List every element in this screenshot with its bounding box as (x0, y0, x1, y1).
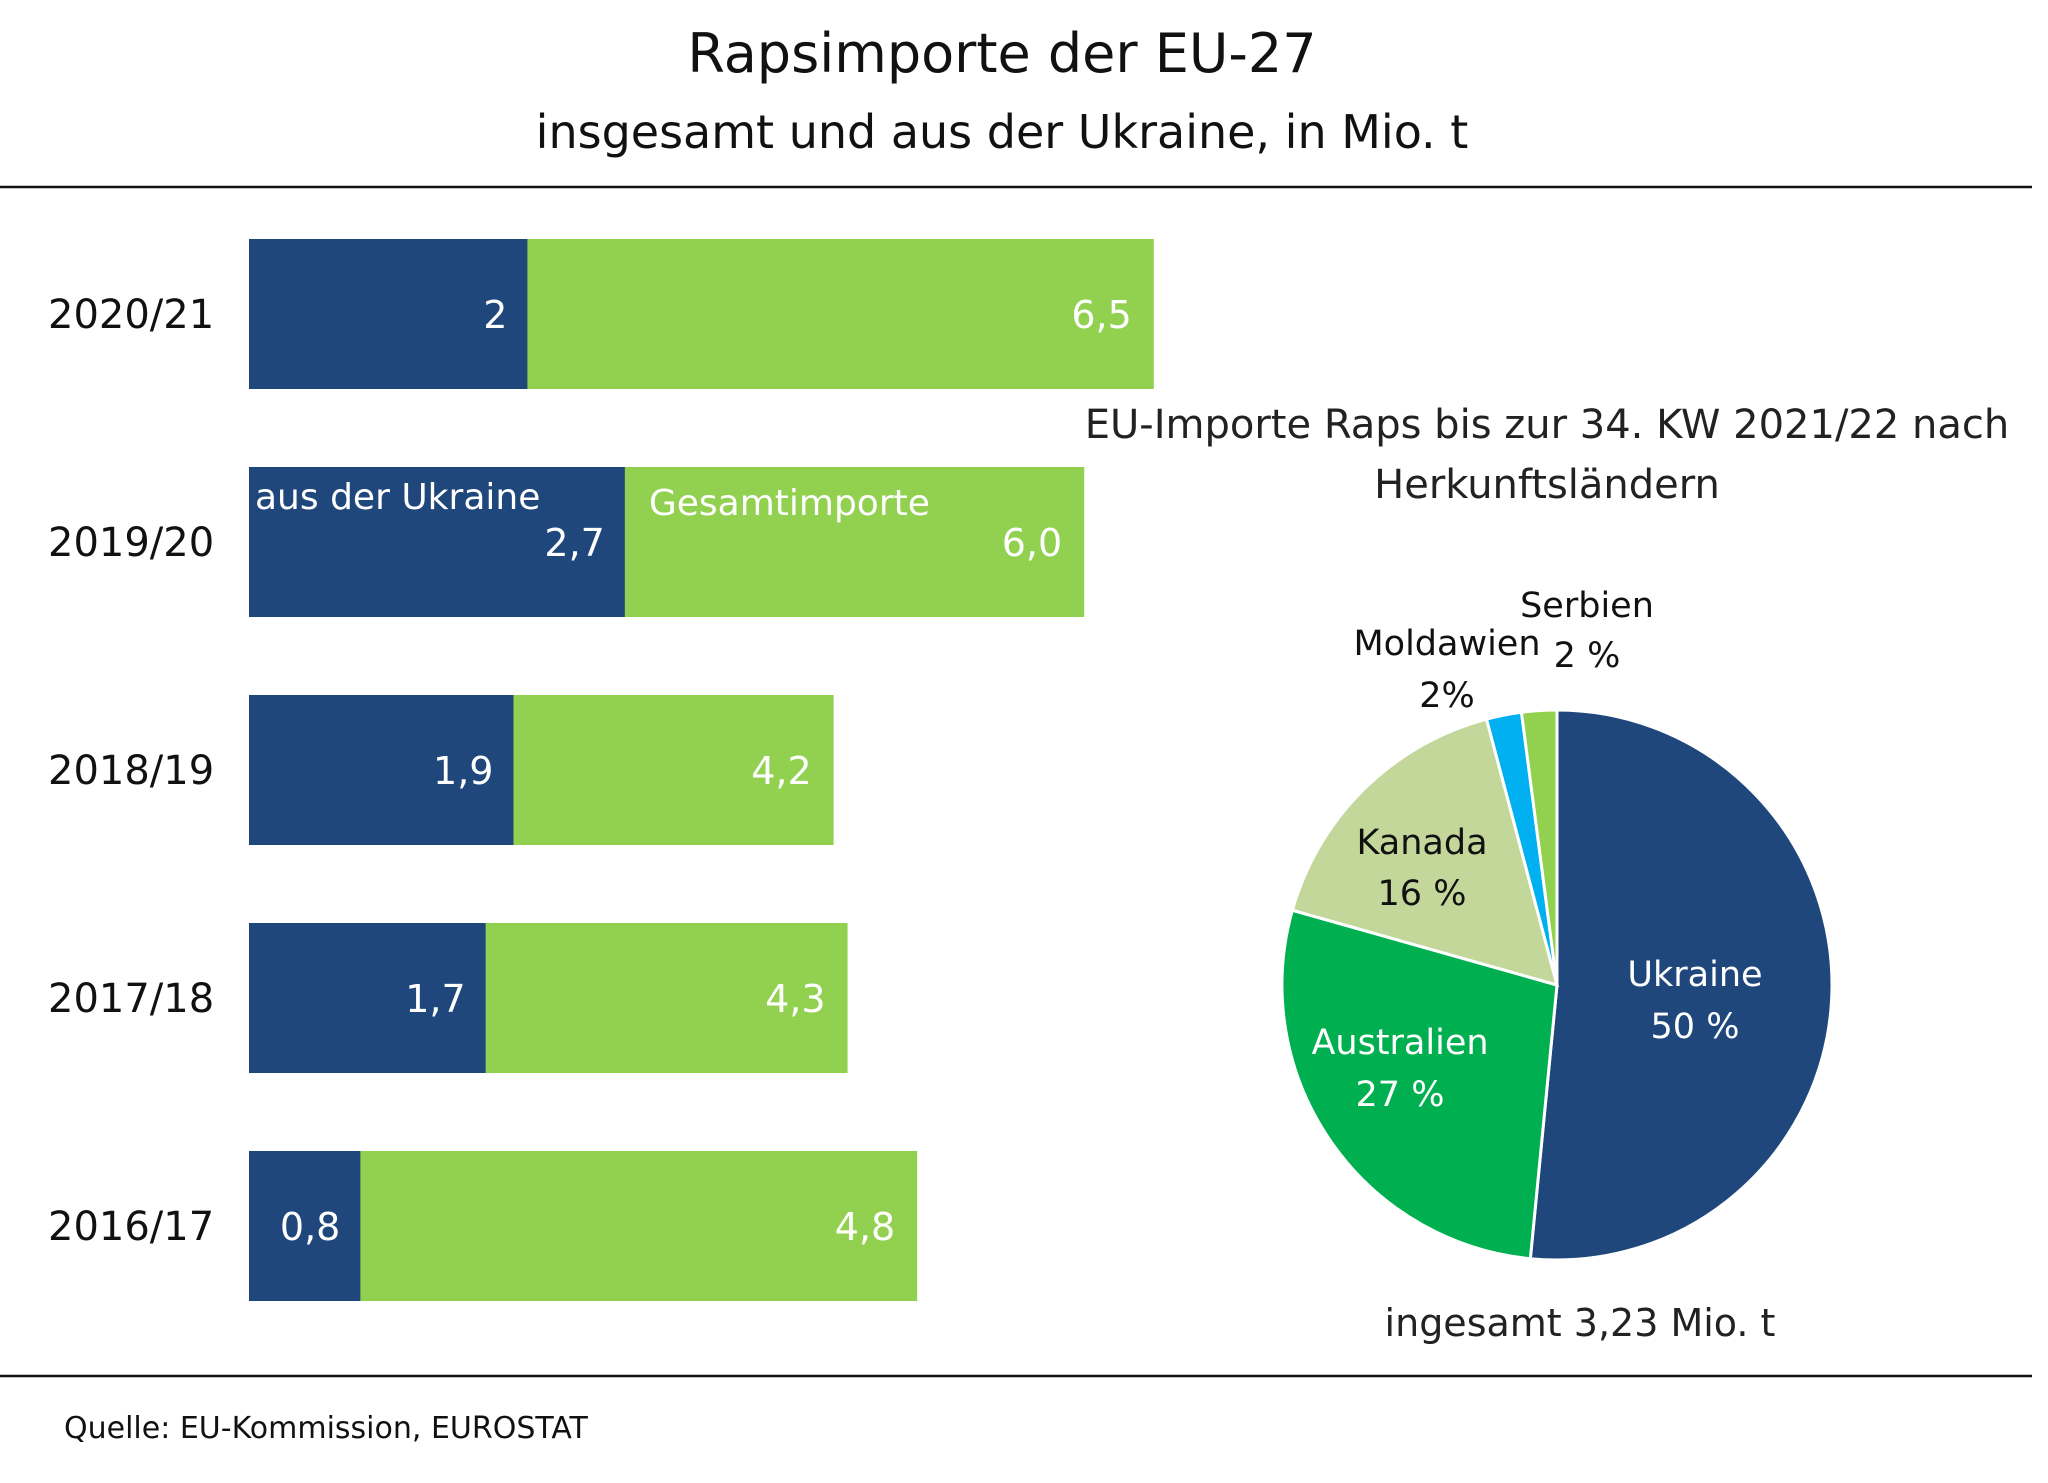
chart-title: Rapsimporte der EU-27 (687, 22, 1316, 85)
slice-name-label: Australien (1311, 1023, 1488, 1063)
category-label: 2019/20 (48, 520, 214, 566)
bar-ukraine (249, 1151, 361, 1301)
category-label: 2018/19 (48, 748, 214, 794)
data-label-gesamtimporte: 4,3 (765, 977, 825, 1021)
pie-slice-kanada (1290, 717, 1560, 988)
data-label-ukraine: 1,9 (433, 749, 493, 793)
slice-percent-label: 27 % (1356, 1075, 1445, 1115)
category-label: 2020/21 (48, 292, 214, 338)
data-label-gesamtimporte: 4,2 (751, 749, 811, 793)
slice-name-label: Serbien (1520, 586, 1654, 626)
series-label-gesamtimporte: Gesamtimporte (649, 483, 930, 524)
bar-chart: 2020/21 2 6,5 2019/20 2,7 6,0 aus der Ukraine G… (48, 239, 1154, 1301)
slice-percent-label: 2% (1419, 676, 1475, 716)
bar-ukraine (249, 923, 486, 1073)
bar-ukraine (249, 467, 625, 617)
data-label-ukraine: 1,7 (405, 977, 465, 1021)
data-label-ukraine: 2 (483, 293, 507, 337)
slice-name-label: Moldawien (1353, 624, 1540, 664)
pie-title-line-1: EU-Importe Raps bis zur 34. KW 2021/22 n… (1085, 402, 2010, 448)
bar-ukraine (249, 695, 514, 845)
slice-percent-label: 50 % (1651, 1007, 1740, 1047)
slice-name-label: Ukraine (1627, 955, 1762, 995)
pie-chart: Ukraine 50 % Australien 27 % Kanada 16 % Molda… (1280, 586, 1834, 1262)
pie-slice-serbien (1519, 708, 1559, 986)
data-label-gesamtimporte: 6,0 (1002, 521, 1062, 565)
category-label: 2016/17 (48, 1204, 214, 1250)
data-label-ukraine: 0,8 (280, 1205, 340, 1249)
series-label-ukraine: aus der Ukraine (255, 477, 540, 518)
data-label-gesamtimporte: 6,5 (1071, 293, 1131, 337)
category-label: 2017/18 (48, 976, 214, 1022)
data-label-ukraine: 2,7 (544, 521, 604, 565)
source-note: Quelle: EU-Kommission, EUROSTAT (64, 1411, 589, 1446)
slice-percent-label: 16 % (1378, 874, 1467, 914)
pie-slice-australien (1280, 908, 1559, 1261)
chart-subtitle: insgesamt und aus der Ukraine, in Mio. t (536, 105, 1469, 159)
data-label-gesamtimporte: 4,8 (835, 1205, 895, 1249)
pie-total-note: ingesamt 3,23 Mio. t (1385, 1301, 1776, 1345)
bar-ukraine (249, 239, 528, 389)
slice-name-label: Kanada (1356, 823, 1487, 863)
slice-percent-label: 2 % (1554, 636, 1621, 676)
pie-title-line-2: Herkunftsländern (1374, 462, 1720, 508)
pie-slice-ukraine (1528, 708, 1834, 1262)
